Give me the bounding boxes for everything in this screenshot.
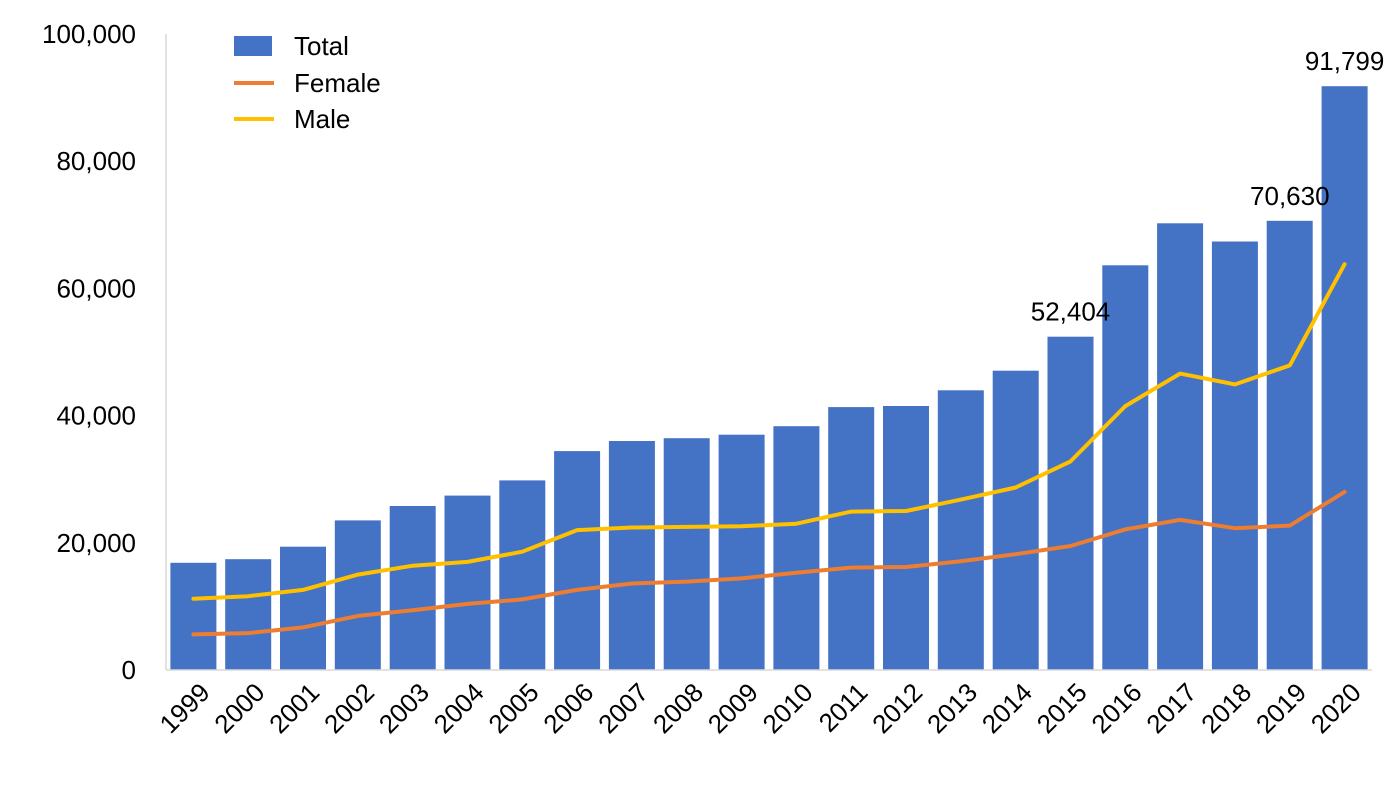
bar-total-2003 bbox=[389, 506, 436, 670]
x-tick-label: 2018 bbox=[1195, 677, 1257, 739]
bar-total-2014 bbox=[992, 370, 1039, 670]
x-tick-label: 2011 bbox=[813, 677, 874, 738]
x-tick-label: 2007 bbox=[592, 677, 654, 739]
bars-layer bbox=[170, 86, 1368, 671]
x-tick-label: 2012 bbox=[866, 677, 928, 739]
legend-swatch-total bbox=[234, 36, 272, 56]
bar-total-2004 bbox=[444, 495, 491, 670]
bar-total-2012 bbox=[883, 406, 929, 670]
y-tick-label: 0 bbox=[122, 655, 136, 685]
y-tick-label: 40,000 bbox=[56, 401, 136, 431]
y-tick-label: 20,000 bbox=[56, 528, 136, 558]
x-tick-label: 2016 bbox=[1085, 677, 1147, 739]
line-male bbox=[191, 262, 1347, 601]
bar-total-2008 bbox=[663, 438, 710, 670]
x-tick-label: 2003 bbox=[373, 677, 435, 739]
x-tick-label: 2004 bbox=[428, 677, 490, 739]
lines-layer bbox=[191, 262, 1347, 637]
x-tick-label: 2009 bbox=[702, 677, 764, 739]
data-label-2019: 70,630 bbox=[1250, 181, 1330, 211]
x-tick-label: 2001 bbox=[263, 677, 325, 739]
labels-layer: 52,404 70,630 91,799 bbox=[1031, 46, 1385, 327]
bar-total-2011 bbox=[828, 407, 875, 670]
line-female bbox=[191, 489, 1347, 637]
x-tick-label: 2005 bbox=[482, 677, 544, 739]
legend-label-female: Female bbox=[294, 68, 381, 98]
bar-total-2015 bbox=[1047, 336, 1094, 670]
x-tick-label: 2002 bbox=[318, 677, 380, 739]
y-tick-label: 60,000 bbox=[56, 273, 136, 303]
x-tick-label: 2008 bbox=[647, 677, 709, 739]
bar-total-2010 bbox=[773, 426, 820, 670]
x-tick-label: 2010 bbox=[757, 677, 819, 739]
x-tick-label: 2006 bbox=[537, 677, 599, 739]
y-tick-label: 80,000 bbox=[56, 146, 136, 176]
y-tick-label: 100,000 bbox=[42, 19, 136, 49]
x-tick-label: 2014 bbox=[976, 677, 1038, 739]
bar-total-2016 bbox=[1102, 265, 1149, 670]
legend-label-male: Male bbox=[294, 104, 350, 134]
bar-total-2006 bbox=[554, 451, 601, 670]
bar-total-2020 bbox=[1321, 86, 1368, 670]
bar-total-2000 bbox=[225, 559, 272, 670]
x-tick-label: 2019 bbox=[1250, 677, 1312, 739]
bar-total-2009 bbox=[718, 434, 765, 670]
bar-total-2018 bbox=[1211, 241, 1258, 670]
x-tick-label: 2015 bbox=[1031, 677, 1093, 739]
x-tick-label: 2000 bbox=[208, 677, 270, 739]
bar-total-2007 bbox=[608, 441, 655, 670]
data-label-2020: 91,799 bbox=[1305, 46, 1385, 76]
bar-total-2005 bbox=[499, 480, 546, 670]
bar-total-2001 bbox=[280, 546, 326, 670]
x-tick-label: 2017 bbox=[1140, 677, 1202, 739]
x-tick-label: 2013 bbox=[921, 677, 983, 739]
bar-total-1999 bbox=[170, 562, 217, 670]
legend-label-total: Total bbox=[294, 31, 349, 61]
x-tick-label: 1999 bbox=[154, 677, 216, 739]
data-label-2015: 52,404 bbox=[1031, 297, 1111, 327]
bar-total-2017 bbox=[1157, 223, 1204, 671]
x-tick-label: 2020 bbox=[1305, 677, 1367, 739]
bar-total-2019 bbox=[1266, 220, 1313, 671]
legend: Total Female Male bbox=[234, 31, 381, 134]
bar-total-2013 bbox=[937, 390, 984, 670]
bar-total-2002 bbox=[334, 520, 381, 670]
